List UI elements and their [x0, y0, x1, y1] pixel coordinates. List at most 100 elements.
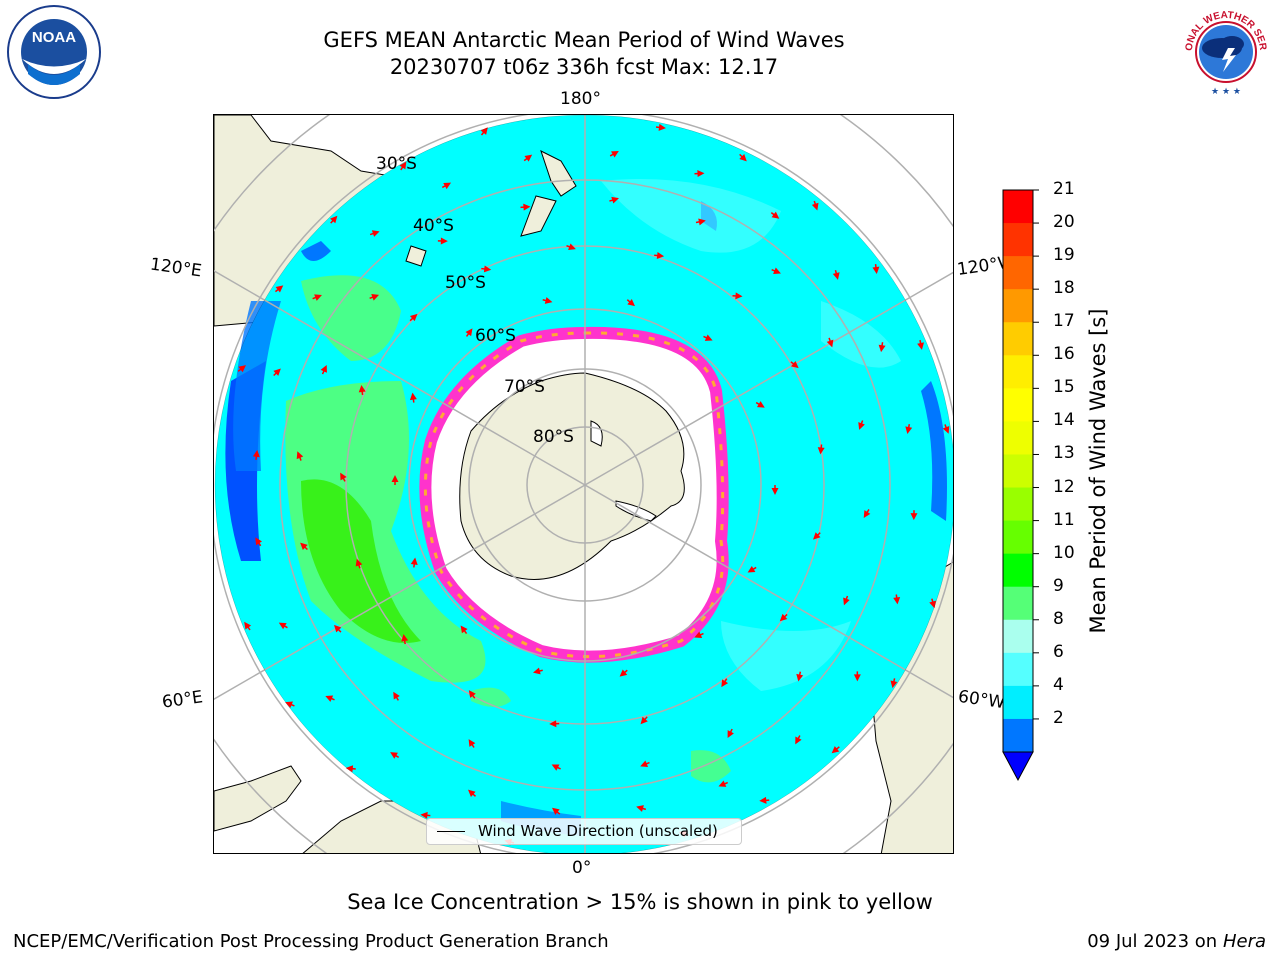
lat-label-70s: 70°S	[504, 377, 545, 397]
graticule	[214, 115, 953, 853]
arrow-head	[340, 472, 347, 481]
arrow-head	[334, 624, 342, 633]
arrow-head	[694, 631, 703, 638]
colorbar-band	[1003, 520, 1033, 555]
map-panel: 30°S 40°S 50°S 60°S 70°S 80°S	[213, 114, 954, 854]
arrow-head	[627, 298, 635, 307]
arrow-head	[358, 384, 366, 393]
arrow-head	[544, 297, 553, 304]
arrow-head	[739, 153, 747, 162]
colorbar-tick-label: 15	[1053, 377, 1075, 398]
arrow-head	[636, 805, 644, 812]
arrow-head	[300, 542, 308, 550]
arrow-head	[910, 513, 918, 521]
colorbar-tick-label: 12	[1053, 476, 1075, 497]
lon-label-60w: 60°W	[956, 686, 1007, 714]
arrow-head	[391, 475, 399, 482]
lon-label-120e: 120°E	[148, 254, 203, 282]
colorbar	[1002, 188, 1042, 792]
colorbar-band	[1003, 685, 1033, 720]
arrow-head	[443, 182, 452, 190]
arrow-head	[460, 625, 468, 634]
arrow-head	[917, 342, 925, 350]
arrow-head	[244, 621, 252, 630]
arrow-head	[551, 807, 560, 815]
legend-label: Wind Wave Direction (unscaled)	[478, 822, 718, 840]
arrow-head	[826, 339, 834, 348]
arrow-head	[858, 422, 865, 430]
arrow-head	[468, 739, 476, 747]
arrow-head	[409, 313, 418, 322]
tasmania	[405, 245, 427, 267]
colorbar-tick-label: 9	[1053, 575, 1064, 596]
colorbar-band	[1003, 619, 1033, 654]
colorbar-tick-label: 21	[1053, 179, 1075, 199]
lon-label-0: 0°	[572, 858, 592, 878]
arrow-head	[697, 170, 705, 178]
arrow-head	[468, 789, 476, 797]
arrow-head	[355, 558, 363, 567]
lat-label-60s: 60°S	[475, 326, 516, 346]
arrow-head	[759, 796, 767, 804]
colorbar-label: Mean Period of Wind Waves [s]	[1086, 308, 1110, 634]
arrow-head	[275, 285, 284, 293]
nws-logo: NATIONAL WEATHER SERVICE ★ ★ ★	[1174, 0, 1274, 100]
antarctica-landmass	[459, 372, 685, 580]
arrow-head	[831, 746, 840, 754]
arrow-head	[465, 328, 473, 337]
arrow-head	[273, 368, 281, 376]
arrow-head	[611, 150, 619, 158]
colorbar-tick-label: 19	[1053, 245, 1075, 266]
colorbar-band	[1003, 190, 1033, 224]
colorbar-tick-label: 10	[1053, 542, 1075, 563]
arrow-head	[791, 360, 799, 369]
arrow-head	[568, 243, 576, 251]
arrow-head	[393, 691, 400, 700]
arrow-head	[747, 565, 756, 573]
arrow-head	[796, 673, 804, 682]
arrow-head	[296, 451, 304, 460]
svg-text:★ ★ ★: ★ ★ ★	[1211, 87, 1241, 97]
footer-machine: Hera	[1222, 931, 1266, 952]
lon-label-60e: 60°E	[160, 687, 205, 713]
arrow-head	[255, 537, 262, 546]
colorbar-band	[1003, 223, 1033, 257]
arrow-head	[704, 334, 713, 341]
legend-line-icon	[437, 831, 465, 832]
arrow-head	[420, 811, 428, 819]
arrow-head	[656, 252, 665, 259]
chart-subtitle: 20230707 t06z 336h fcst Max: 12.17	[389, 55, 779, 79]
arrow-head	[698, 218, 706, 226]
colorbar-tick-label: 13	[1053, 443, 1075, 464]
colorbar-band	[1003, 487, 1033, 522]
arrow-head	[409, 392, 417, 401]
colorbar-band	[1003, 718, 1033, 753]
noaa-logo: NOAA	[6, 4, 102, 100]
chart-title: GEFS MEAN Antarctic Mean Period of Wind …	[323, 28, 845, 52]
arrow-head	[905, 426, 913, 434]
arrow-head	[252, 449, 260, 458]
arrow-head	[371, 230, 380, 237]
colorbar-tick-label: 18	[1053, 278, 1075, 299]
colorbar-tick-label: 17	[1053, 311, 1075, 332]
svg-text:NOAA: NOAA	[32, 29, 76, 46]
arrow-head	[440, 237, 448, 245]
arrow-head	[619, 669, 628, 677]
arrow-head	[756, 401, 765, 408]
arrow-head	[325, 695, 334, 702]
arrow-head	[533, 667, 541, 675]
arrow-head	[658, 123, 666, 131]
arrow-head	[795, 736, 802, 745]
arrow-head	[314, 294, 322, 301]
arrow-head	[718, 780, 727, 787]
arrow-head	[524, 154, 533, 162]
arrow-head	[483, 265, 492, 273]
arrow-head	[285, 701, 293, 708]
arrow-head	[523, 203, 531, 211]
colorbar-band	[1003, 454, 1033, 489]
arrow-head	[401, 634, 409, 642]
colorbar-tick-label: 16	[1053, 344, 1075, 365]
colorbar-band	[1003, 421, 1033, 455]
arrow-head	[771, 211, 780, 219]
colorbar-band	[1003, 553, 1033, 588]
